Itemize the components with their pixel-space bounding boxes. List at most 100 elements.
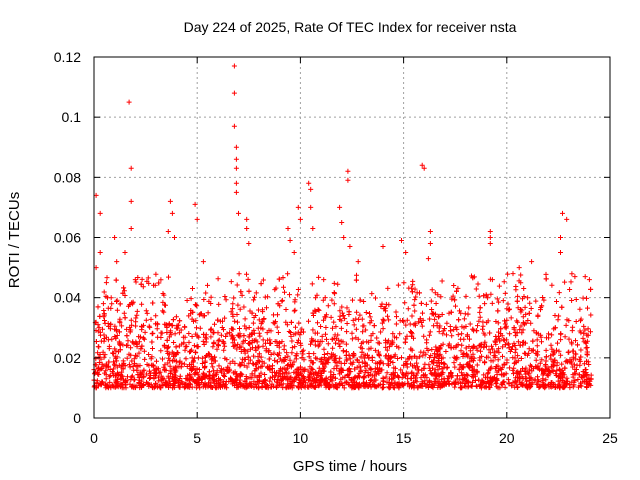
data-point — [97, 313, 103, 319]
data-point — [432, 351, 437, 357]
data-point — [473, 286, 479, 292]
data-point — [408, 329, 414, 335]
data-point — [550, 352, 556, 358]
data-point — [539, 303, 545, 309]
data-point — [295, 329, 301, 335]
data-point — [172, 331, 178, 337]
data-point — [459, 331, 465, 337]
data-point — [295, 292, 301, 298]
data-point — [376, 370, 382, 376]
data-point — [346, 366, 352, 372]
data-point — [186, 331, 192, 336]
data-point — [247, 381, 253, 387]
data-point — [474, 362, 480, 368]
data-point — [338, 367, 344, 372]
data-point — [102, 370, 108, 376]
data-point — [287, 357, 293, 363]
data-point — [202, 365, 208, 371]
data-point — [342, 361, 348, 366]
data-point — [172, 366, 178, 372]
data-point — [474, 345, 480, 351]
data-point — [229, 326, 235, 332]
data-point — [320, 297, 326, 303]
data-point — [558, 352, 564, 358]
data-point — [411, 372, 417, 378]
data-point — [398, 367, 404, 373]
data-point — [309, 281, 315, 287]
data-point — [402, 300, 408, 306]
data-point — [543, 354, 549, 360]
data-point — [437, 323, 443, 329]
data-point — [148, 316, 154, 322]
data-point — [569, 271, 575, 277]
data-point — [117, 340, 123, 346]
data-point — [313, 355, 319, 361]
data-point — [520, 320, 526, 326]
data-point — [455, 285, 461, 291]
data-point — [316, 307, 322, 313]
data-point — [125, 342, 131, 348]
data-point — [140, 383, 146, 389]
data-point — [430, 382, 436, 388]
data-point — [448, 328, 454, 334]
data-point — [525, 385, 530, 391]
data-point — [233, 144, 239, 150]
y-tick-labels: 0 0.02 0.04 0.06 0.08 0.1 0.12 — [54, 49, 81, 426]
data-point — [542, 367, 548, 372]
data-point — [144, 371, 150, 377]
data-point — [519, 374, 525, 380]
data-point — [289, 350, 295, 356]
data-point — [582, 274, 588, 280]
data-point — [133, 352, 138, 358]
data-point — [573, 338, 578, 344]
data-point — [352, 366, 358, 372]
data-point — [287, 292, 292, 298]
data-point — [214, 346, 220, 352]
data-point — [311, 351, 317, 357]
data-point — [418, 300, 424, 306]
data-point — [526, 346, 532, 352]
data-point — [104, 364, 110, 370]
data-point — [505, 271, 511, 277]
data-point — [178, 364, 184, 370]
data-point — [199, 311, 204, 317]
data-point — [564, 375, 570, 381]
data-point — [325, 341, 331, 347]
data-point — [158, 277, 164, 283]
data-point — [203, 373, 209, 379]
data-point — [253, 366, 259, 372]
data-point — [481, 293, 487, 299]
data-point — [98, 338, 104, 344]
data-point — [190, 286, 195, 291]
data-point — [566, 349, 572, 355]
data-point — [138, 346, 144, 352]
data-point — [158, 330, 164, 336]
data-point — [187, 384, 193, 390]
data-point — [324, 336, 329, 342]
data-point — [558, 250, 563, 255]
data-point — [403, 359, 409, 365]
data-point — [523, 320, 529, 326]
data-point — [564, 358, 570, 364]
data-point — [156, 370, 162, 376]
data-point — [139, 276, 145, 282]
data-point — [480, 319, 486, 325]
data-point — [324, 383, 330, 389]
data-point — [552, 313, 558, 318]
data-point — [515, 358, 521, 364]
data-point — [299, 355, 305, 361]
data-point — [481, 372, 487, 378]
data-point — [280, 275, 286, 281]
data-point — [407, 354, 413, 360]
data-point — [282, 289, 287, 295]
data-point — [131, 356, 137, 362]
data-point — [108, 321, 114, 327]
data-point — [205, 282, 210, 288]
data-point — [454, 288, 459, 294]
data-point — [404, 364, 410, 370]
data-point — [322, 354, 327, 360]
data-point — [487, 241, 493, 246]
data-point — [238, 373, 243, 379]
data-point — [559, 361, 565, 367]
data-point — [267, 378, 273, 384]
